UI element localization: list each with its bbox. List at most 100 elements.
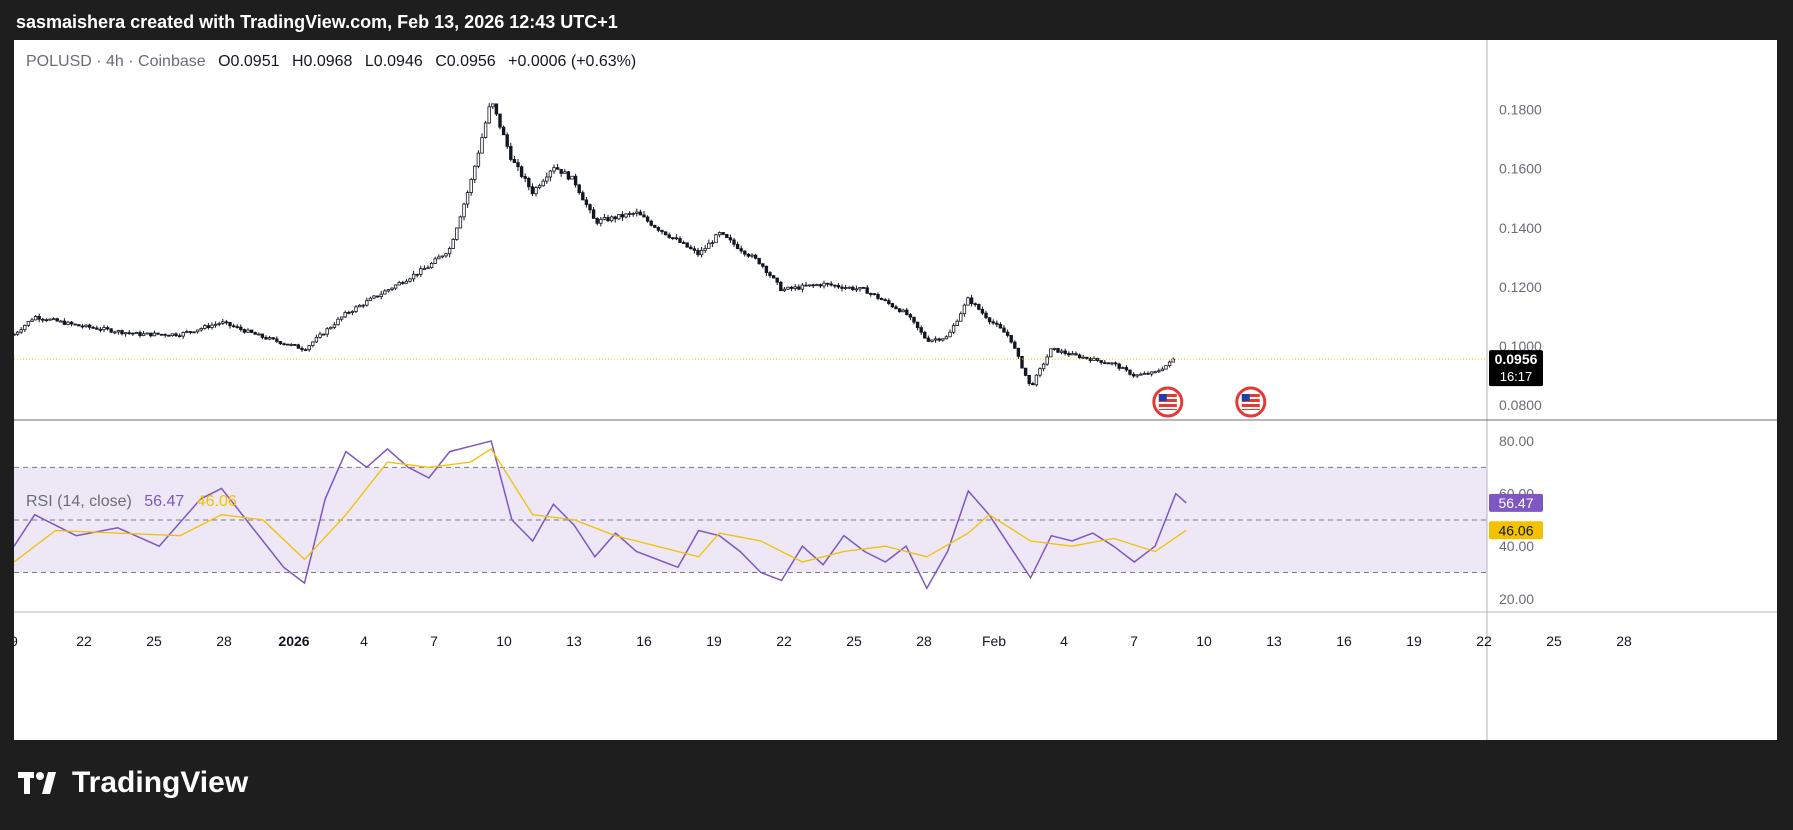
candle-body [120,330,124,335]
candle-body [894,306,898,310]
candle-body [116,330,121,333]
candle-body [203,325,207,329]
candle-body [498,113,502,128]
candle-body [915,321,920,329]
candle-body [113,331,117,334]
candle-body [282,343,286,346]
candle-body [393,284,398,289]
rsi-badge-bg [1489,493,1543,512]
symbol-label: POLUSD · 4h · Coinbase [26,53,206,70]
candle-body [512,159,517,163]
candle-body [494,103,499,115]
flag-stripe [1241,397,1260,399]
candle-body [861,287,866,289]
candle-body [1164,365,1168,370]
candle-body [761,263,765,267]
rsi-tick-label: 40.00 [1499,538,1534,554]
candle-body [246,329,250,333]
candle-body [908,314,913,318]
rsi-ma-value: 46.06 [196,493,237,510]
time-tick-label: 19 [706,633,722,649]
candle-body [325,328,329,335]
candle-body [930,339,934,342]
price-tick-label: 0.1200 [1499,279,1542,295]
candle-body [192,331,196,334]
candle-body [84,324,88,328]
candle-body [123,332,128,335]
us-flag-icon[interactable] [1152,386,1184,418]
candle-body [599,218,603,224]
time-tick-label: 13 [566,633,582,649]
candle-body [275,338,279,342]
candle-body [1121,367,1125,369]
candle-body [858,287,862,290]
candle-body [37,316,41,320]
candle-body [1067,353,1071,356]
flag-stripe [1241,402,1260,404]
candle-body [941,338,945,341]
us-flag-icon[interactable] [1235,386,1267,418]
candle-body [48,318,52,321]
close-label: C [435,53,447,70]
candle-body [944,336,949,340]
candle-body [231,325,236,328]
low-label: L [364,53,374,70]
candle-body [548,170,553,178]
candle-body [1034,374,1039,386]
candle-body [912,316,916,323]
candle-body [973,303,977,306]
candle-body [1077,354,1082,359]
price-chart-svg[interactable]: 0.1800 0.1600 0.1400 0.1200 0.1000 0.0800 9 22 2… [10,40,1777,740]
candle-body [685,242,689,248]
candle-body [735,243,740,250]
candle-body [717,232,722,236]
candle-body [746,253,751,257]
candle-body [1056,347,1060,353]
price-badge-bg [1489,350,1543,387]
candle-body [905,309,909,315]
time-tick-label: 4 [1060,633,1068,649]
price-tick-label: 0.1400 [1499,220,1542,236]
time-tick-label: 25 [146,633,162,649]
candle-body [289,344,293,346]
candle-body [1117,363,1121,369]
candle-body [354,306,358,312]
candle-body [1113,362,1118,365]
candle-body [800,284,805,290]
candle-body [1139,373,1143,376]
flag-stripe [1158,407,1177,409]
tradingview-logo[interactable]: TradingView [18,766,248,800]
change-value: +0.0006 (+0.63%) [508,53,637,70]
time-tick-label: 4 [360,633,368,649]
candle-body [102,327,106,331]
candle-body [1041,363,1046,370]
candle-body [1106,362,1111,365]
candle-body [764,265,769,274]
candle-body [977,303,981,310]
candle-body [437,256,441,260]
candle-body [462,203,466,218]
price-badge-countdown: 16:17 [1500,369,1533,384]
candle-body [1110,362,1114,365]
candle-body [537,185,542,188]
candle-body [357,304,362,308]
candle-body [350,310,355,313]
candle-body [491,103,495,108]
rsi-value: 56.47 [144,493,185,510]
time-tick-label: 7 [1130,633,1138,649]
candle-body [786,286,790,290]
candle-body [793,286,797,289]
rsi-layer [13,440,1487,590]
candle-body [62,320,67,325]
candle-body [249,329,254,333]
flag-stripe [1158,402,1177,404]
candle-body [149,332,153,337]
candle-body [995,322,999,325]
candle-body [933,338,938,341]
candle-body [332,324,337,328]
candle-body [501,126,506,136]
candle-body [901,309,905,313]
time-tick-label: 25 [846,633,862,649]
time-tick-label: 22 [776,633,792,649]
candle-body [1167,361,1172,366]
